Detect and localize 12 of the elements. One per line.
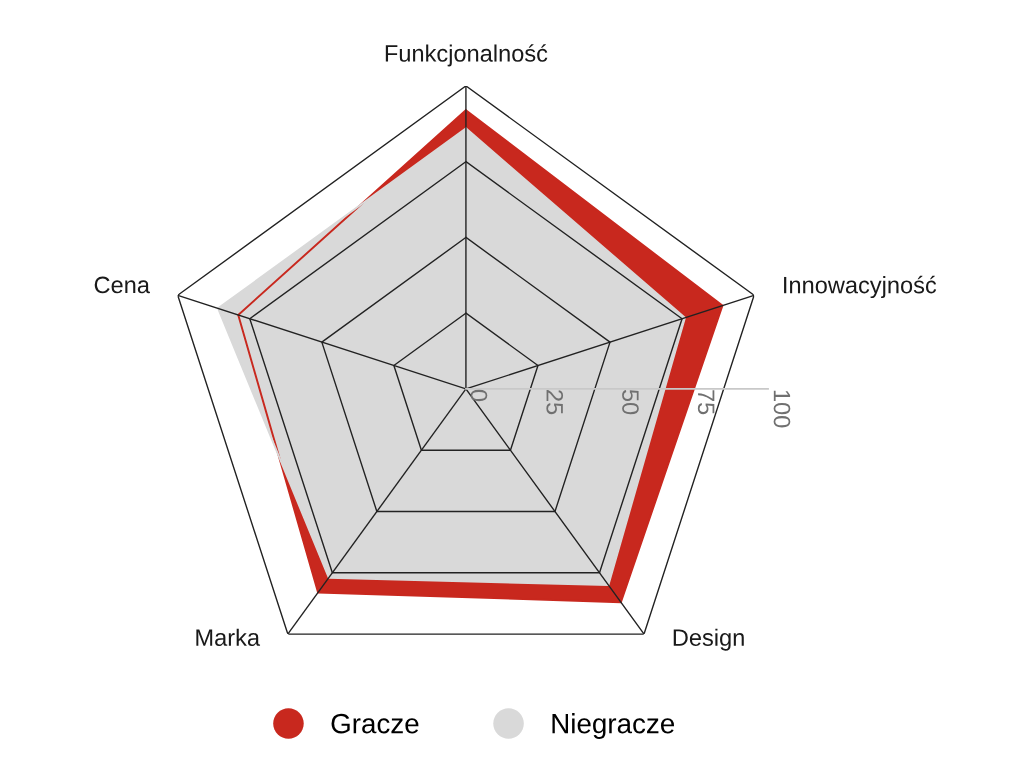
y-tick-label: 100 xyxy=(773,390,791,428)
spoke-label: Marka xyxy=(196,628,261,646)
spoke-label: Funkcjonalność xyxy=(385,44,548,67)
spoke-label: Cena xyxy=(94,276,150,294)
y-tick-label: 75 xyxy=(697,390,715,415)
legend-label: Gracze xyxy=(331,713,419,734)
y-tick-label: 50 xyxy=(622,389,639,415)
spoke-label: Design xyxy=(673,628,744,651)
y-tick-label: 0 xyxy=(470,389,488,402)
legend-label: Niegracze xyxy=(552,713,675,739)
spoke-label: Innowacyjność xyxy=(784,275,937,299)
y-tick-label: 25 xyxy=(546,390,564,415)
